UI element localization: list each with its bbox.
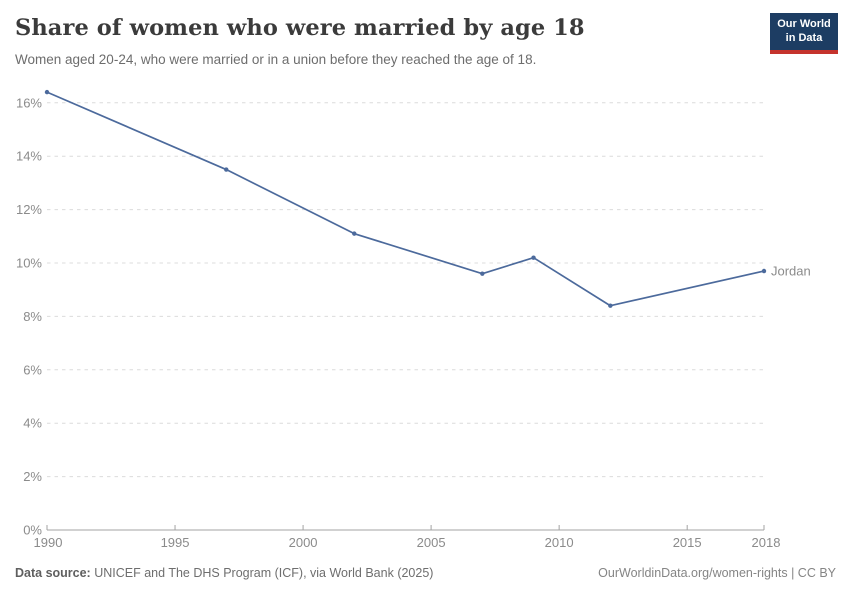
- x-tick-label: 2010: [545, 535, 574, 550]
- data-point: [224, 167, 229, 172]
- data-point: [352, 231, 357, 236]
- data-source-note: Data source: UNICEF and The DHS Program …: [15, 566, 433, 580]
- chart-header: Share of women who were married by age 1…: [15, 15, 750, 69]
- chart-title: Share of women who were married by age 1…: [15, 15, 585, 41]
- attribution-note: OurWorldinData.org/women-rights | CC BY: [598, 566, 836, 580]
- data-point: [608, 303, 613, 308]
- data-point: [44, 89, 50, 95]
- x-tick-label: 2015: [673, 535, 702, 550]
- x-tick-label: 1995: [161, 535, 190, 550]
- owid-logo: Our World in Data: [770, 13, 838, 54]
- series-end-label: Jordan: [771, 264, 811, 279]
- y-tick-label: 4%: [23, 416, 42, 431]
- data-point: [480, 271, 485, 276]
- y-tick-label: 14%: [16, 149, 42, 164]
- owid-logo-line1: Our World: [777, 18, 831, 30]
- x-tick-label: 2000: [289, 535, 318, 550]
- chart-area: 0% 2% 4% 6% 8% 10% 12% 14% 16% 1990 1995 2000 2005 20…: [0, 80, 850, 555]
- x-tick-label: 2018: [752, 535, 781, 550]
- data-point: [531, 255, 536, 260]
- x-tick-label: 1990: [34, 535, 63, 550]
- chart-footer: Data source: UNICEF and The DHS Program …: [15, 566, 836, 580]
- y-tick-label: 8%: [23, 309, 42, 324]
- data-source-label: Data source:: [15, 566, 91, 580]
- y-tick-label: 6%: [23, 362, 42, 377]
- y-tick-label: 2%: [23, 469, 42, 484]
- y-tick-label: 10%: [16, 256, 42, 271]
- y-tick-label: 0%: [23, 523, 42, 538]
- y-tick-label: 12%: [16, 202, 42, 217]
- chart-subtitle: Women aged 20-24, who were married or in…: [15, 52, 537, 67]
- x-tick-label: 2005: [417, 535, 446, 550]
- data-source-text: UNICEF and The DHS Program (ICF), via Wo…: [94, 566, 434, 580]
- line-chart: 0% 2% 4% 6% 8% 10% 12% 14% 16% 1990 1995 2000 2005 20…: [16, 89, 811, 550]
- y-tick-label: 16%: [16, 95, 42, 110]
- owid-logo-line2: in Data: [785, 31, 823, 44]
- data-line: [46, 91, 765, 307]
- data-point: [761, 268, 767, 274]
